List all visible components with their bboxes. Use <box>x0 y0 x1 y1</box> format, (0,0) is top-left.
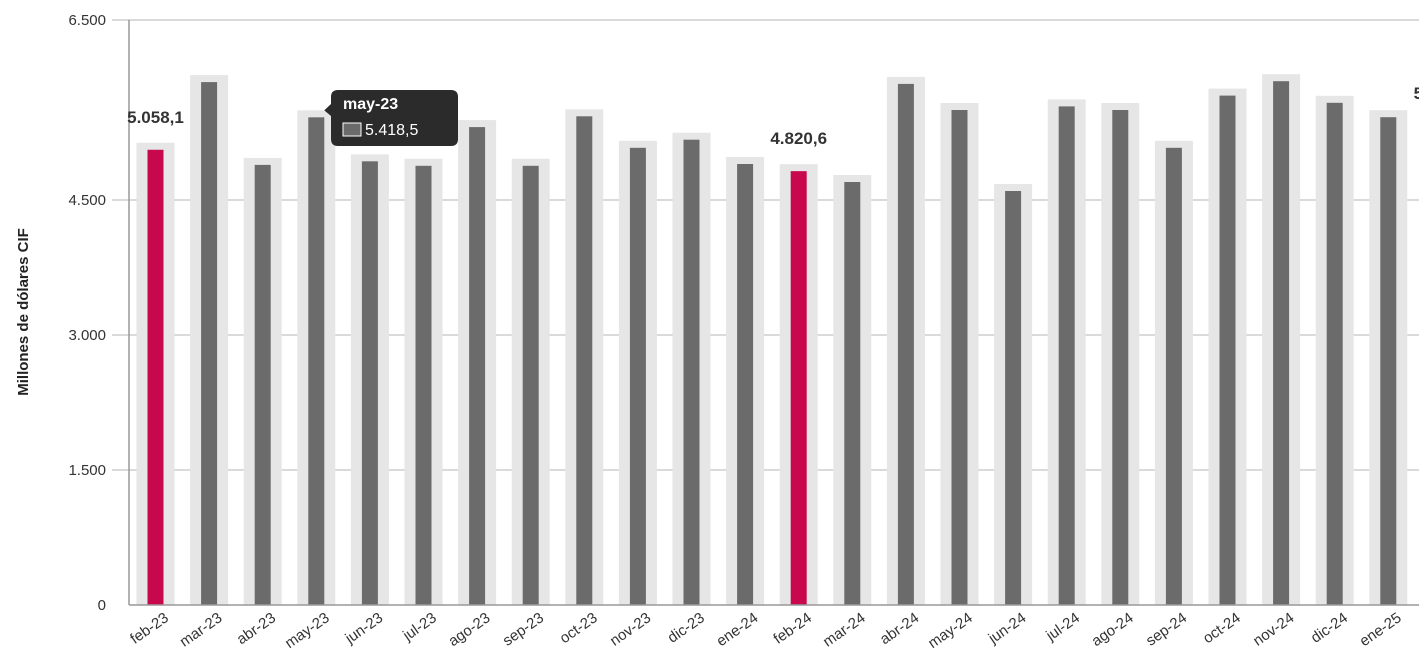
y-axis-ticks: 0 1.500 3.000 4.500 6.500 <box>68 12 106 614</box>
y-tick-label: 0 <box>98 597 106 614</box>
bar[interactable] <box>951 110 968 605</box>
x-tick-label: mar-23 <box>177 609 226 650</box>
bar[interactable] <box>576 116 593 606</box>
bar[interactable] <box>1112 110 1129 605</box>
x-tick-label: jun-23 <box>341 609 386 647</box>
data-label: 5 <box>1414 84 1419 103</box>
data-label: 4.820,6 <box>770 129 827 148</box>
bar[interactable] <box>469 127 486 605</box>
x-tick-label: feb-23 <box>127 609 172 647</box>
x-tick-label: feb-24 <box>770 609 815 647</box>
x-tick-label: ene-25 <box>1357 609 1405 650</box>
x-tick-label: ago-24 <box>1089 609 1137 650</box>
x-tick-label: may-23 <box>282 609 333 652</box>
tooltip-value: 5.418,5 <box>365 122 418 139</box>
data-label: 5.058,1 <box>127 108 184 127</box>
bars <box>136 74 1408 606</box>
x-tick-label: ene-24 <box>713 609 761 650</box>
bar[interactable] <box>683 139 700 605</box>
x-tick-label: jul-23 <box>399 609 440 645</box>
bar[interactable] <box>1380 117 1397 605</box>
bar[interactable] <box>361 161 378 606</box>
tooltip: may-23 5.418,5 <box>324 90 458 146</box>
x-tick-label: nov-24 <box>1250 609 1297 649</box>
bar[interactable] <box>254 164 271 605</box>
x-tick-label: sep-23 <box>500 609 547 649</box>
tooltip-title: may-23 <box>343 96 398 113</box>
bar[interactable] <box>522 165 539 606</box>
y-tick-label: 6.500 <box>68 12 106 29</box>
bar[interactable] <box>1005 191 1022 605</box>
bar[interactable] <box>629 147 646 606</box>
x-tick-label: nov-23 <box>607 609 654 649</box>
bar[interactable] <box>790 171 807 605</box>
x-tick-label: sep-24 <box>1143 609 1190 649</box>
x-axis-ticks: feb-23 mar-23 abr-23 may-23 jun-23 jul-23 ago-… <box>127 609 1404 652</box>
x-tick-label: ago-23 <box>445 609 493 650</box>
x-tick-label: dic-24 <box>1308 609 1351 646</box>
bar[interactable] <box>201 82 218 606</box>
bar[interactable] <box>1165 147 1182 606</box>
x-tick-label: jul-24 <box>1042 609 1083 645</box>
y-tick-label: 4.500 <box>68 192 106 209</box>
bar[interactable] <box>147 149 164 605</box>
x-tick-label: oct-24 <box>1200 609 1244 647</box>
x-tick-label: oct-23 <box>557 609 601 647</box>
y-tick-label: 3.000 <box>68 327 106 344</box>
bar[interactable] <box>1326 102 1343 606</box>
data-labels: 5.058,1 4.820,6 5 <box>127 84 1419 148</box>
bar[interactable] <box>844 182 861 605</box>
x-tick-label: dic-23 <box>665 609 708 646</box>
x-tick-label: mar-24 <box>820 609 869 650</box>
bar[interactable] <box>1273 81 1290 605</box>
bar[interactable] <box>1058 106 1075 606</box>
bar[interactable] <box>897 83 914 605</box>
x-tick-label: jun-24 <box>985 609 1030 647</box>
tooltip-swatch <box>342 122 362 137</box>
y-tick-label: 1.500 <box>68 462 106 479</box>
bar[interactable] <box>737 164 754 605</box>
bar[interactable] <box>1219 95 1236 605</box>
y-axis-title: Millones de dólares CIF <box>15 228 32 396</box>
bar[interactable] <box>308 117 325 606</box>
bar[interactable] <box>415 165 432 606</box>
x-tick-label: abr-23 <box>234 609 279 648</box>
x-tick-label: may-24 <box>925 609 976 652</box>
x-tick-label: abr-24 <box>877 609 922 648</box>
